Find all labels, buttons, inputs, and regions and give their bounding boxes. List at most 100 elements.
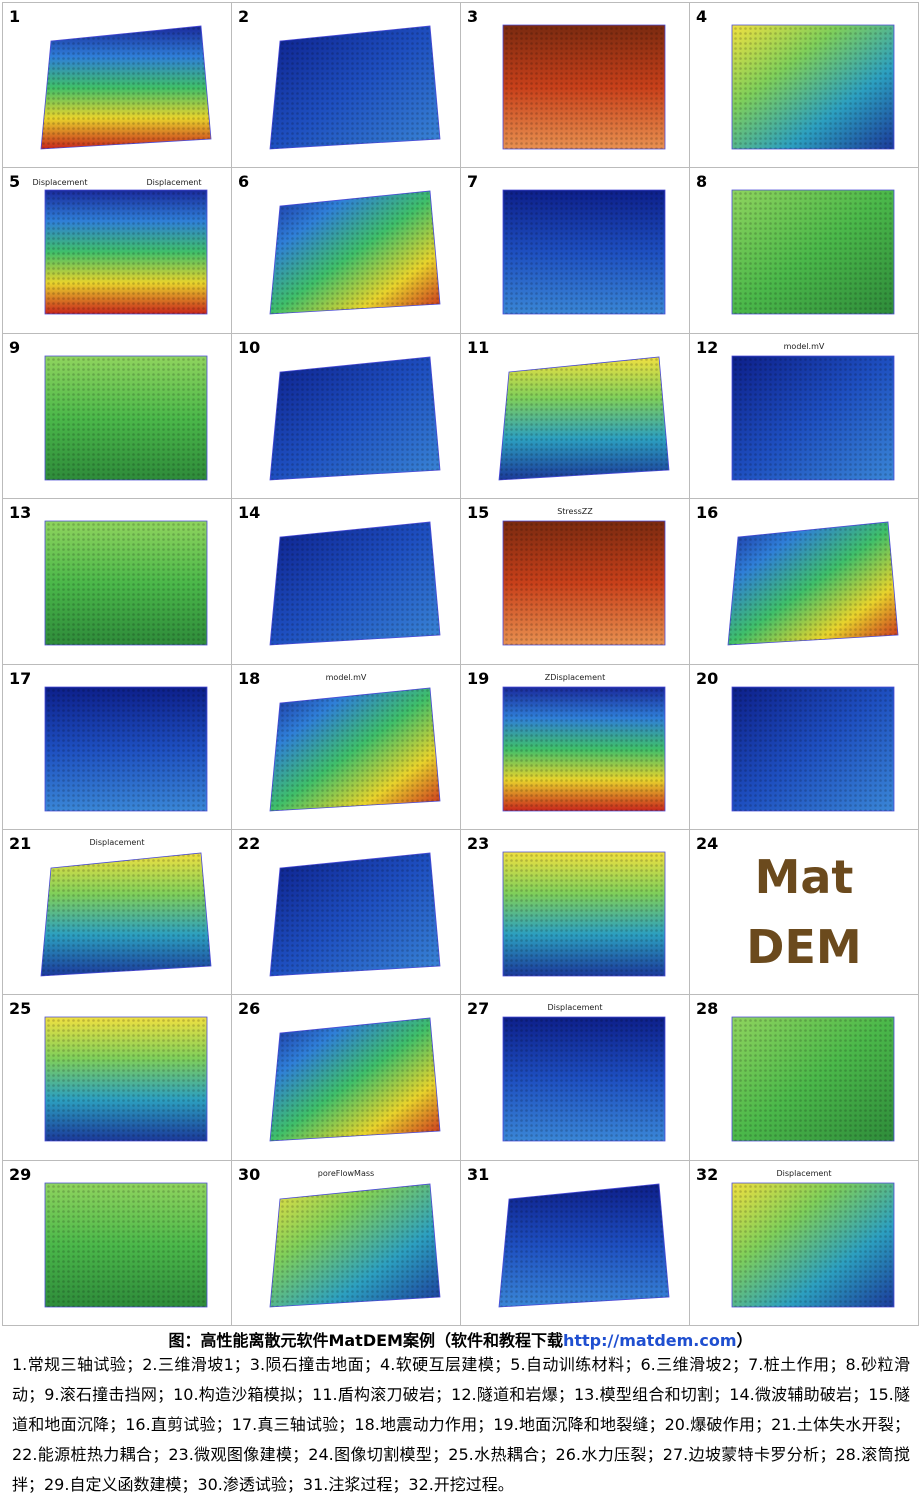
case-image — [498, 356, 670, 481]
case-cell: 11 — [461, 333, 690, 500]
particles — [270, 687, 440, 811]
case-image — [502, 520, 666, 646]
case-image — [731, 24, 895, 150]
particles — [270, 852, 440, 976]
case-cell: 4 — [690, 3, 919, 169]
case-number: 8 — [696, 172, 708, 192]
image-title: StressZZ — [557, 507, 593, 517]
case-image — [731, 1016, 895, 1142]
particles — [732, 25, 894, 149]
particles — [270, 522, 440, 646]
particles — [45, 1182, 207, 1307]
case-number: 9 — [9, 337, 21, 357]
case-number: 7 — [467, 172, 479, 192]
case-number: 20 — [696, 668, 719, 688]
case-number: 27 — [467, 999, 490, 1019]
case-number: 18 — [238, 668, 261, 688]
case-cell: 9 — [3, 333, 232, 500]
image-title: DEM — [746, 919, 862, 974]
case-number: 13 — [9, 503, 32, 523]
case-cell: 17 — [3, 664, 232, 830]
particles — [41, 26, 211, 149]
particles — [270, 26, 440, 149]
case-number: 11 — [467, 337, 490, 357]
case-image — [498, 1183, 670, 1308]
case-number: 10 — [238, 337, 261, 357]
case-cell: 3 — [461, 3, 690, 169]
case-cell: 28 — [690, 995, 919, 1161]
case-cell: 32 Displacement — [690, 1160, 919, 1326]
case-cell: 23 — [461, 829, 690, 996]
particles — [732, 1182, 894, 1307]
case-grid: 1 2 3 4 5 Displacement Displacement 6 7 8 9 10 11 12 m… — [2, 2, 919, 1326]
case-image — [731, 1182, 895, 1308]
case-cell: 20 — [690, 664, 919, 830]
case-image — [269, 1017, 441, 1142]
case-cell: 31 — [461, 1160, 690, 1326]
case-cell: 15 StressZZ — [461, 499, 690, 665]
case-number: 22 — [238, 833, 261, 853]
case-image — [269, 687, 441, 811]
image-title: Displacement — [32, 178, 88, 188]
case-image — [44, 520, 208, 646]
image-title: poreFlowMass — [317, 1168, 375, 1178]
case-number: 32 — [696, 1164, 719, 1184]
case-image — [727, 521, 899, 646]
case-number: 2 — [238, 7, 250, 26]
caption-end: ） — [736, 1331, 753, 1350]
download-link[interactable]: http://matdem.com — [562, 1331, 737, 1350]
case-image — [502, 1016, 666, 1142]
case-image — [269, 356, 441, 481]
case-image — [502, 24, 666, 150]
case-image — [40, 25, 212, 150]
case-number: 14 — [238, 503, 261, 523]
case-cell: 6 — [232, 168, 461, 334]
case-image — [731, 686, 895, 811]
case-cell: 1 — [3, 3, 232, 169]
case-number: 23 — [467, 833, 490, 853]
particles — [503, 190, 665, 315]
case-cell: 24 Mat DEM — [690, 829, 919, 996]
particles — [728, 522, 898, 646]
case-number: 12 — [696, 337, 719, 357]
case-number: 30 — [238, 1164, 261, 1184]
case-cell: 8 — [690, 168, 919, 334]
image-title: Displacement — [776, 1168, 832, 1178]
case-number: 5 — [9, 172, 21, 192]
case-number: 16 — [696, 503, 719, 523]
case-number: 26 — [238, 999, 261, 1019]
case-image — [731, 355, 895, 481]
case-number: 17 — [9, 668, 32, 688]
case-number: 4 — [696, 7, 708, 26]
case-number: 19 — [467, 668, 490, 688]
caption: 图：高性能离散元软件MatDEM案例（软件和教程下载http://matdem.… — [0, 1327, 921, 1351]
case-image — [44, 1016, 208, 1142]
case-number: 25 — [9, 999, 32, 1019]
particles — [503, 686, 665, 811]
case-cell: 2 — [232, 3, 461, 169]
particles — [270, 1018, 440, 1142]
case-image — [502, 686, 666, 811]
case-image — [44, 355, 208, 481]
particles — [499, 356, 669, 480]
case-image — [44, 686, 208, 811]
particles — [270, 191, 440, 315]
particles — [499, 1183, 669, 1307]
image-title: Mat — [754, 849, 854, 904]
image-title: ZDisplacement — [544, 672, 606, 682]
particles — [45, 1017, 207, 1142]
particles — [732, 355, 894, 480]
particles — [503, 25, 665, 149]
case-cell: 22 — [232, 829, 461, 996]
particles — [503, 1017, 665, 1142]
particles — [270, 356, 440, 480]
particles — [45, 190, 207, 315]
case-image — [269, 1183, 441, 1308]
case-cell: 18 model.mV — [232, 664, 461, 830]
case-cell: 30 poreFlowMass — [232, 1160, 461, 1326]
description: 1.常规三轴试验；2.三维滑坡1；3.陨石撞击地面；4.软硬互层建模；5.自动训… — [12, 1355, 910, 1494]
case-number: 28 — [696, 999, 719, 1019]
particles — [41, 852, 211, 976]
case-image — [269, 190, 441, 315]
case-number: 24 — [696, 833, 719, 853]
